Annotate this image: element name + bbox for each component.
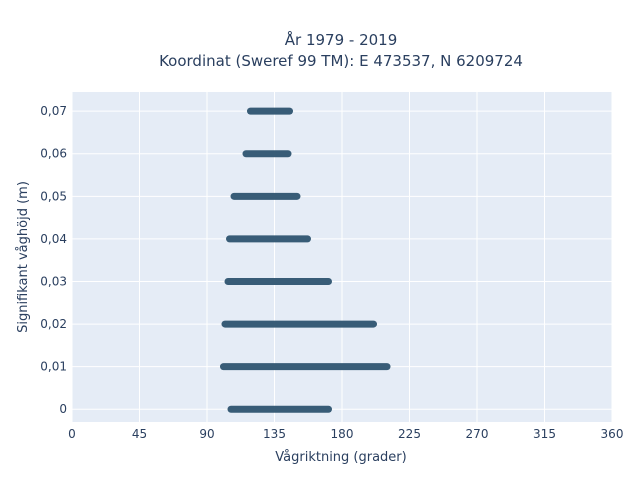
x-tick-label: 360 bbox=[601, 427, 624, 441]
x-tick-label: 180 bbox=[331, 427, 354, 441]
y-tick-label: 0,03 bbox=[40, 274, 67, 288]
x-tick-label: 135 bbox=[263, 427, 286, 441]
chart-title-line-2: Koordinat (Sweref 99 TM): E 473537, N 62… bbox=[159, 52, 523, 70]
x-axis-title: Vågriktning (grader) bbox=[275, 450, 406, 465]
chart-title-line-1: År 1979 - 2019 bbox=[285, 30, 398, 49]
y-tick-label: 0,04 bbox=[40, 232, 67, 246]
y-tick-label: 0 bbox=[59, 402, 67, 416]
y-tick-label: 0,01 bbox=[40, 360, 67, 374]
y-tick-label: 0,05 bbox=[40, 189, 67, 203]
x-tick-label: 90 bbox=[199, 427, 214, 441]
y-tick-labels: 0 0,01 0,02 0,03 0,04 0,05 0,06 0,07 bbox=[40, 104, 67, 416]
y-axis-title: Signifikant våghöjd (m) bbox=[16, 181, 31, 333]
data-points bbox=[220, 107, 391, 413]
x-tick-label: 45 bbox=[132, 427, 147, 441]
y-tick-label: 0,07 bbox=[40, 104, 67, 118]
x-tick-label: 315 bbox=[533, 427, 556, 441]
y-tick-label: 0,02 bbox=[40, 317, 67, 331]
x-tick-label: 225 bbox=[398, 427, 421, 441]
x-tick-labels: 0 45 90 135 180 225 270 315 360 bbox=[68, 427, 623, 441]
y-tick-label: 0,06 bbox=[40, 147, 67, 161]
x-tick-label: 270 bbox=[466, 427, 489, 441]
x-tick-label: 0 bbox=[68, 427, 76, 441]
